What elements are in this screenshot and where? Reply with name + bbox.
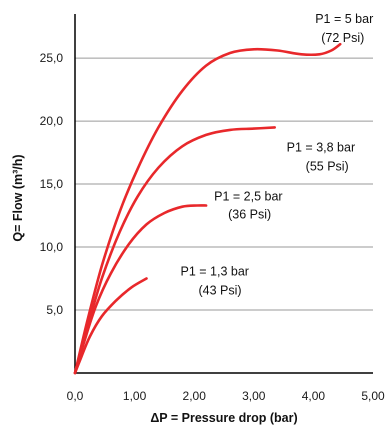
x-tick-label: 2,00 [183, 389, 207, 403]
y-tick-labels: 5,0 10,0 15,0 20,0 25,0 [40, 51, 64, 317]
x-tick-label: 5,00 [361, 389, 385, 403]
x-tick-label: 0,0 [67, 389, 84, 403]
series-curves [73, 42, 342, 375]
y-tick-label: 5,0 [46, 303, 63, 317]
x-axis-title: ΔP = Pressure drop (bar) [150, 411, 297, 425]
y-tick-label: 20,0 [40, 114, 64, 128]
x-tick-labels: 0,0 1,00 2,00 3,00 4,00 5,00 [67, 389, 385, 403]
series-label: P1 = 1,3 bar [181, 265, 249, 279]
series-label: P1 = 2,5 bar [214, 189, 282, 203]
axes [74, 14, 373, 374]
series-label: P1 = 5 bar [315, 12, 373, 26]
y-tick-label: 15,0 [40, 177, 64, 191]
grid-lines [75, 57, 373, 311]
series-label-psi: (55 Psi) [306, 159, 349, 173]
flow-curve [73, 42, 342, 375]
flow-curve [73, 126, 276, 375]
series-label: P1 = 3,8 bar [287, 140, 355, 154]
flow-curve [73, 277, 148, 375]
series-label-psi: (36 Psi) [228, 207, 271, 221]
series-label-psi: (72 Psi) [321, 31, 364, 45]
flow-curve [73, 204, 208, 375]
x-tick-label: 1,00 [123, 389, 147, 403]
y-axis-title: Q= Flow (m³/h) [11, 154, 25, 241]
y-tick-label: 25,0 [40, 51, 64, 65]
series-label-psi: (43 Psi) [199, 284, 242, 298]
series-annotations: P1 = 1,3 bar (43 Psi) P1 = 2,5 bar (36 Psi)… [181, 12, 374, 297]
x-tick-label: 3,00 [242, 389, 266, 403]
x-tick-label: 4,00 [302, 389, 326, 403]
y-tick-label: 10,0 [40, 240, 64, 254]
